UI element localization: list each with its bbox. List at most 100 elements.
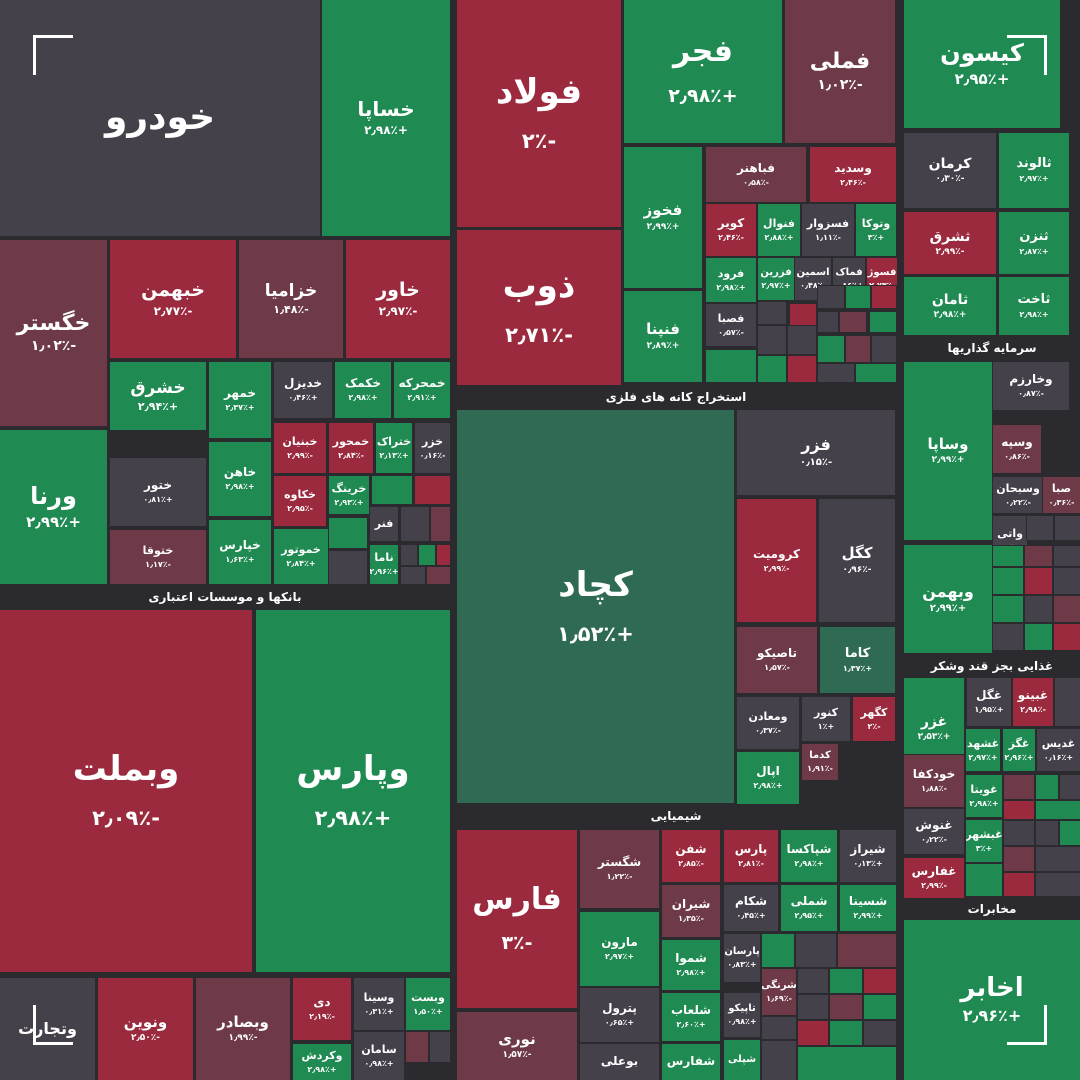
stock-tile[interactable]: کرومیت -۲٫۹۹٪: [736, 498, 817, 623]
stock-tile[interactable]: خمحرکه +۲٫۹۱٪: [393, 361, 451, 419]
stock-tile-small[interactable]: [1054, 515, 1080, 541]
stock-tile[interactable]: وبملت -۲٫۰۹٪: [0, 609, 253, 973]
stock-tile[interactable]: اخابر +۲٫۹۶٪: [903, 919, 1080, 1080]
stock-tile[interactable]: کاما +۱٫۳۷٪: [819, 626, 896, 694]
stock-tile[interactable]: غویتا +۲٫۹۸٪: [965, 774, 1003, 818]
stock-tile[interactable]: خاهن +۲٫۹۸٪: [208, 441, 272, 517]
stock-tile[interactable]: ختوقا -۱٫۱۷٪: [109, 529, 207, 585]
stock-tile[interactable]: غفارس -۲٫۹۹٪: [903, 857, 965, 899]
stock-tile[interactable]: وتجارت: [0, 977, 96, 1080]
stock-tile[interactable]: تاصیکو -۱٫۵۷٪: [736, 626, 818, 694]
stock-tile[interactable]: خبهمن -۲٫۷۷٪: [109, 239, 237, 359]
stock-tile-small[interactable]: [1053, 567, 1080, 595]
stock-tile-small[interactable]: [795, 933, 837, 968]
stock-tile[interactable]: وسینا +۰٫۳۱٪: [353, 977, 405, 1031]
stock-tile-small[interactable]: [797, 968, 829, 994]
stock-tile[interactable]: فرود +۲٫۹۸٪: [705, 257, 757, 303]
stock-tile[interactable]: غبینو -۲٫۹۸٪: [1012, 677, 1054, 727]
stock-tile-small[interactable]: [371, 475, 413, 505]
stock-tile-small[interactable]: [1003, 846, 1035, 872]
stock-tile-small[interactable]: [761, 933, 795, 968]
stock-tile-small[interactable]: [789, 303, 817, 327]
stock-tile[interactable]: خبنیان -۲٫۹۹٪: [273, 422, 327, 474]
stock-tile[interactable]: صبا -۰٫۳۶٪: [1042, 476, 1080, 514]
stock-tile-small[interactable]: [757, 355, 787, 383]
stock-tile[interactable]: شسینا +۲٫۹۹٪: [839, 884, 897, 932]
stock-tile[interactable]: بوعلی: [579, 1043, 660, 1080]
stock-tile[interactable]: خزامیا -۱٫۴۸٪: [238, 239, 344, 359]
stock-tile-small[interactable]: [817, 335, 845, 363]
stock-tile[interactable]: شلعاب +۲٫۶۰٪: [661, 992, 721, 1042]
stock-tile-small[interactable]: [1054, 677, 1080, 727]
stock-tile[interactable]: فسزوار -۱٫۱۱٪: [801, 203, 855, 257]
stock-tile[interactable]: سامان +۰٫۹۸٪: [353, 1031, 405, 1080]
stock-tile[interactable]: فنوال +۲٫۸۸٪: [757, 203, 801, 257]
stock-tile-small[interactable]: [1024, 567, 1053, 595]
stock-tile-small[interactable]: [863, 968, 897, 994]
stock-tile-small[interactable]: [817, 311, 839, 333]
stock-tile[interactable]: خرینگ +۲٫۹۳٪: [328, 475, 370, 515]
stock-tile[interactable]: شفارس: [661, 1043, 721, 1080]
stock-tile-small[interactable]: [992, 567, 1024, 595]
stock-tile[interactable]: شموا +۲٫۹۸٪: [661, 939, 721, 991]
stock-tile[interactable]: ثالوند +۲٫۹۷٪: [998, 132, 1070, 209]
stock-tile-small[interactable]: [1053, 545, 1080, 567]
stock-tile-small[interactable]: [1053, 595, 1080, 623]
stock-tile-small[interactable]: [400, 506, 430, 542]
stock-tile[interactable]: ثنزن +۲٫۸۷٪: [998, 211, 1070, 275]
stock-tile-small[interactable]: [837, 933, 897, 968]
stock-tile-small[interactable]: [761, 1016, 797, 1040]
stock-tile[interactable]: کویر -۲٫۴۶٪: [705, 203, 757, 257]
stock-tile[interactable]: وخارزم -۰٫۸۷٪: [992, 361, 1070, 411]
stock-tile[interactable]: ختراک +۲٫۱۳٪: [375, 422, 413, 474]
stock-tile[interactable]: شپاکسا +۲٫۹۸٪: [780, 829, 838, 883]
stock-tile-small[interactable]: [757, 325, 787, 355]
stock-tile[interactable]: کیسون +۲٫۹۵٪: [903, 0, 1061, 129]
stock-tile-small[interactable]: [965, 863, 1003, 897]
stock-tile[interactable]: غبشهر +۳٪: [965, 819, 1003, 863]
stock-tile-small[interactable]: [430, 506, 451, 542]
stock-tile-small[interactable]: [855, 363, 897, 383]
stock-tile[interactable]: کگهر -۲٪: [852, 696, 896, 742]
stock-tile[interactable]: خگستر -۱٫۰۲٪: [0, 239, 108, 427]
stock-tile-small[interactable]: [869, 311, 897, 333]
stock-tile[interactable]: ثاخت +۲٫۹۸٪: [998, 276, 1070, 336]
stock-tile[interactable]: غدیس +۰٫۱۶٪: [1036, 728, 1080, 772]
stock-tile[interactable]: فنپنا +۲٫۸۹٪: [623, 290, 703, 383]
stock-tile[interactable]: خاور -۲٫۹۷٪: [345, 239, 451, 359]
stock-tile[interactable]: ناما +۲٫۹۶٪: [369, 544, 399, 585]
stock-tile-small[interactable]: [405, 1031, 429, 1063]
stock-tile[interactable]: وکردش +۲٫۹۸٪: [292, 1043, 352, 1080]
stock-tile[interactable]: شکام +۰٫۴۵٪: [723, 884, 779, 932]
stock-tile-small[interactable]: [429, 1031, 451, 1063]
stock-tile[interactable]: مارون +۲٫۹۷٪: [579, 911, 660, 987]
stock-tile[interactable]: شرنگی -۱٫۶۹٪: [761, 968, 797, 1016]
stock-tile-small[interactable]: [829, 994, 863, 1020]
stock-tile-small[interactable]: [797, 1020, 829, 1046]
stock-tile[interactable]: خمهر +۲٫۳۷٪: [208, 361, 272, 439]
stock-tile[interactable]: غگل +۱٫۹۵٪: [966, 677, 1012, 727]
stock-tile[interactable]: فنر: [369, 506, 399, 542]
stock-tile-small[interactable]: [797, 1046, 897, 1080]
stock-tile[interactable]: وبست +۱٫۵۰٪: [405, 977, 451, 1031]
stock-tile[interactable]: فملی -۱٫۰۲٪: [784, 0, 896, 144]
stock-tile[interactable]: کچاد +۱٫۵۲٪: [456, 409, 735, 804]
stock-tile-small[interactable]: [797, 994, 829, 1020]
stock-tile-small[interactable]: [705, 349, 757, 383]
stock-tile-small[interactable]: [400, 544, 418, 566]
stock-tile-small[interactable]: [829, 1020, 863, 1046]
stock-tile[interactable]: شفن -۲٫۸۵٪: [661, 829, 721, 883]
stock-tile[interactable]: دی -۲٫۱۹٪: [292, 977, 352, 1041]
stock-tile-small[interactable]: [992, 623, 1024, 651]
stock-tile-small[interactable]: [414, 475, 451, 505]
stock-tile[interactable]: خکاوه -۲٫۹۵٪: [273, 475, 327, 527]
stock-tile[interactable]: وسدید -۲٫۴۶٪: [809, 146, 897, 203]
stock-tile[interactable]: خودکفا -۱٫۸۸٪: [903, 754, 965, 808]
stock-tile[interactable]: کرمان -۰٫۳۰٪: [903, 132, 997, 209]
stock-tile-small[interactable]: [992, 545, 1024, 567]
stock-tile[interactable]: خشرق +۲٫۹۴٪: [109, 361, 207, 431]
stock-tile-small[interactable]: [757, 301, 787, 325]
stock-tile[interactable]: ثشرق -۲٫۹۹٪: [903, 211, 997, 275]
stock-tile[interactable]: غشهد +۲٫۹۷٪: [965, 728, 1001, 772]
stock-tile-small[interactable]: [863, 994, 897, 1020]
